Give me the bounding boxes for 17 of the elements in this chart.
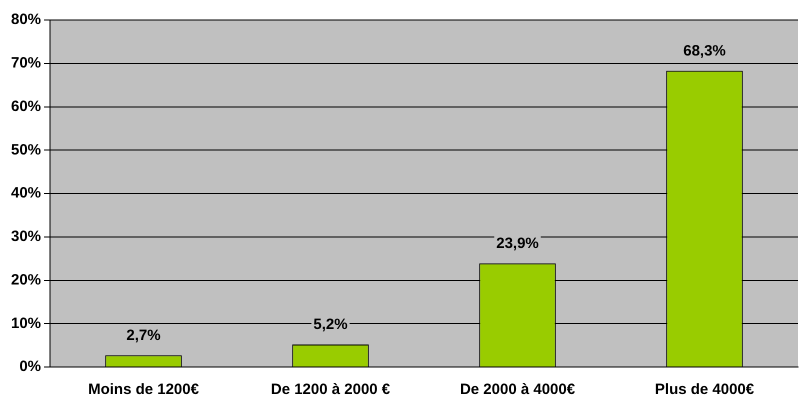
y-tick-label: 50% <box>10 141 42 158</box>
y-tick-label: 0% <box>19 358 42 376</box>
data-label: 2,7% <box>126 326 161 344</box>
data-label: 23,9% <box>496 234 539 252</box>
x-tick-label: De 1200 à 2000 € <box>270 381 391 398</box>
y-tick-label: 20% <box>10 271 42 288</box>
y-tick-label: 30% <box>10 228 42 246</box>
data-label: 5,2% <box>313 316 348 334</box>
x-tick-label: Moins de 1200€ <box>88 381 200 398</box>
y-tick-label: 70% <box>10 54 42 72</box>
y-tick-label: 60% <box>10 98 42 115</box>
y-tick-label: 40% <box>10 184 42 202</box>
y-tick-label: 80% <box>10 11 42 28</box>
x-tick-label: Plus de 4000€ <box>654 381 755 398</box>
y-tick-label: 10% <box>10 314 42 332</box>
data-label: 68,3% <box>683 42 726 60</box>
x-tick-label: De 2000 à 4000€ <box>460 381 576 398</box>
